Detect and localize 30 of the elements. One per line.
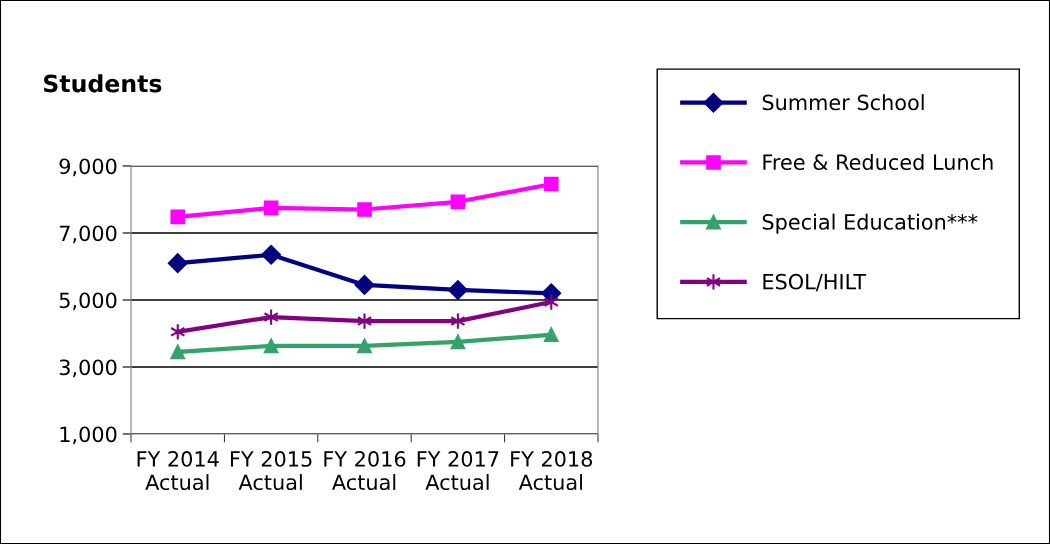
y-tick-label: 3,000 [59, 359, 117, 378]
point [448, 280, 468, 300]
x-tick-label: FY 2015 Actual [230, 451, 312, 491]
point [357, 338, 372, 354]
point [543, 176, 559, 192]
y-tick-label: 9,000 [59, 158, 117, 177]
point [357, 202, 372, 217]
y-tick-label: 5,000 [59, 292, 117, 311]
point [261, 244, 281, 265]
legend-label: Free & Reduced Lunch [763, 153, 993, 171]
point [354, 275, 375, 295]
point [450, 334, 466, 350]
legend-label: Summer School [762, 94, 924, 111]
x-tick-label: FY 2016 Actual [324, 451, 406, 491]
point [543, 327, 559, 343]
x-tick-label: FY 2014 Actual [137, 451, 219, 491]
point [170, 209, 186, 225]
point [356, 312, 373, 330]
point [167, 253, 188, 274]
point [170, 344, 186, 360]
y-tick-label: 1,000 [60, 426, 117, 445]
x-tick-label: FY 2018 Actual [511, 451, 593, 491]
y-axis-title: Students [44, 74, 162, 93]
x-tick-label: FY 2017 Actual [417, 451, 499, 491]
legend-label: Special Education*** [762, 213, 978, 234]
point [263, 338, 279, 354]
y-tick-label: 7,000 [59, 225, 117, 244]
point [450, 194, 466, 210]
point [263, 200, 279, 216]
legend-label: ESOL/HILT [763, 273, 867, 292]
